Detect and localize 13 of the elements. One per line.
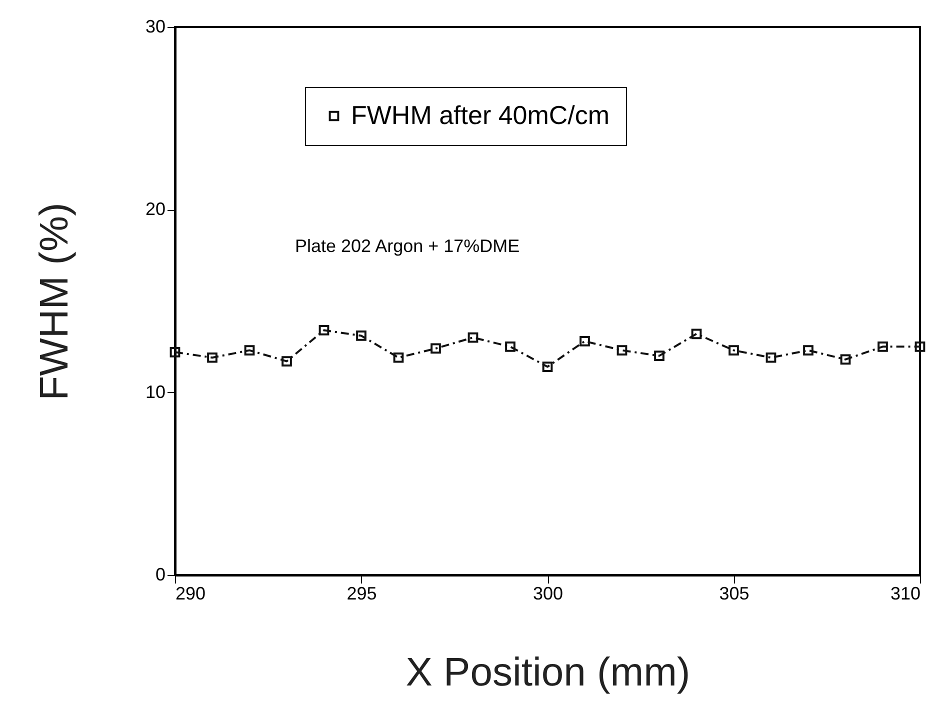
y-tick-label: 10 bbox=[145, 382, 166, 402]
x-tick-label: 305 bbox=[719, 584, 750, 604]
x-tick-label: 310 bbox=[890, 584, 920, 604]
x-tick-label: 300 bbox=[532, 584, 564, 604]
x-tick-label: 295 bbox=[346, 584, 377, 604]
y-tick-label: 0 bbox=[155, 564, 166, 584]
y-axis-title: FWHM (%) bbox=[32, 202, 76, 400]
x-axis-title: X Position (mm) bbox=[406, 650, 690, 694]
annotation: Plate 202 Argon + 17%DME bbox=[295, 236, 520, 256]
y-tick-label: 20 bbox=[145, 199, 166, 220]
legend-label: FWHM after 40mC/cm bbox=[351, 100, 610, 130]
y-tick-label: 30 bbox=[145, 16, 166, 36]
x-tick-label: 290 bbox=[176, 584, 206, 604]
